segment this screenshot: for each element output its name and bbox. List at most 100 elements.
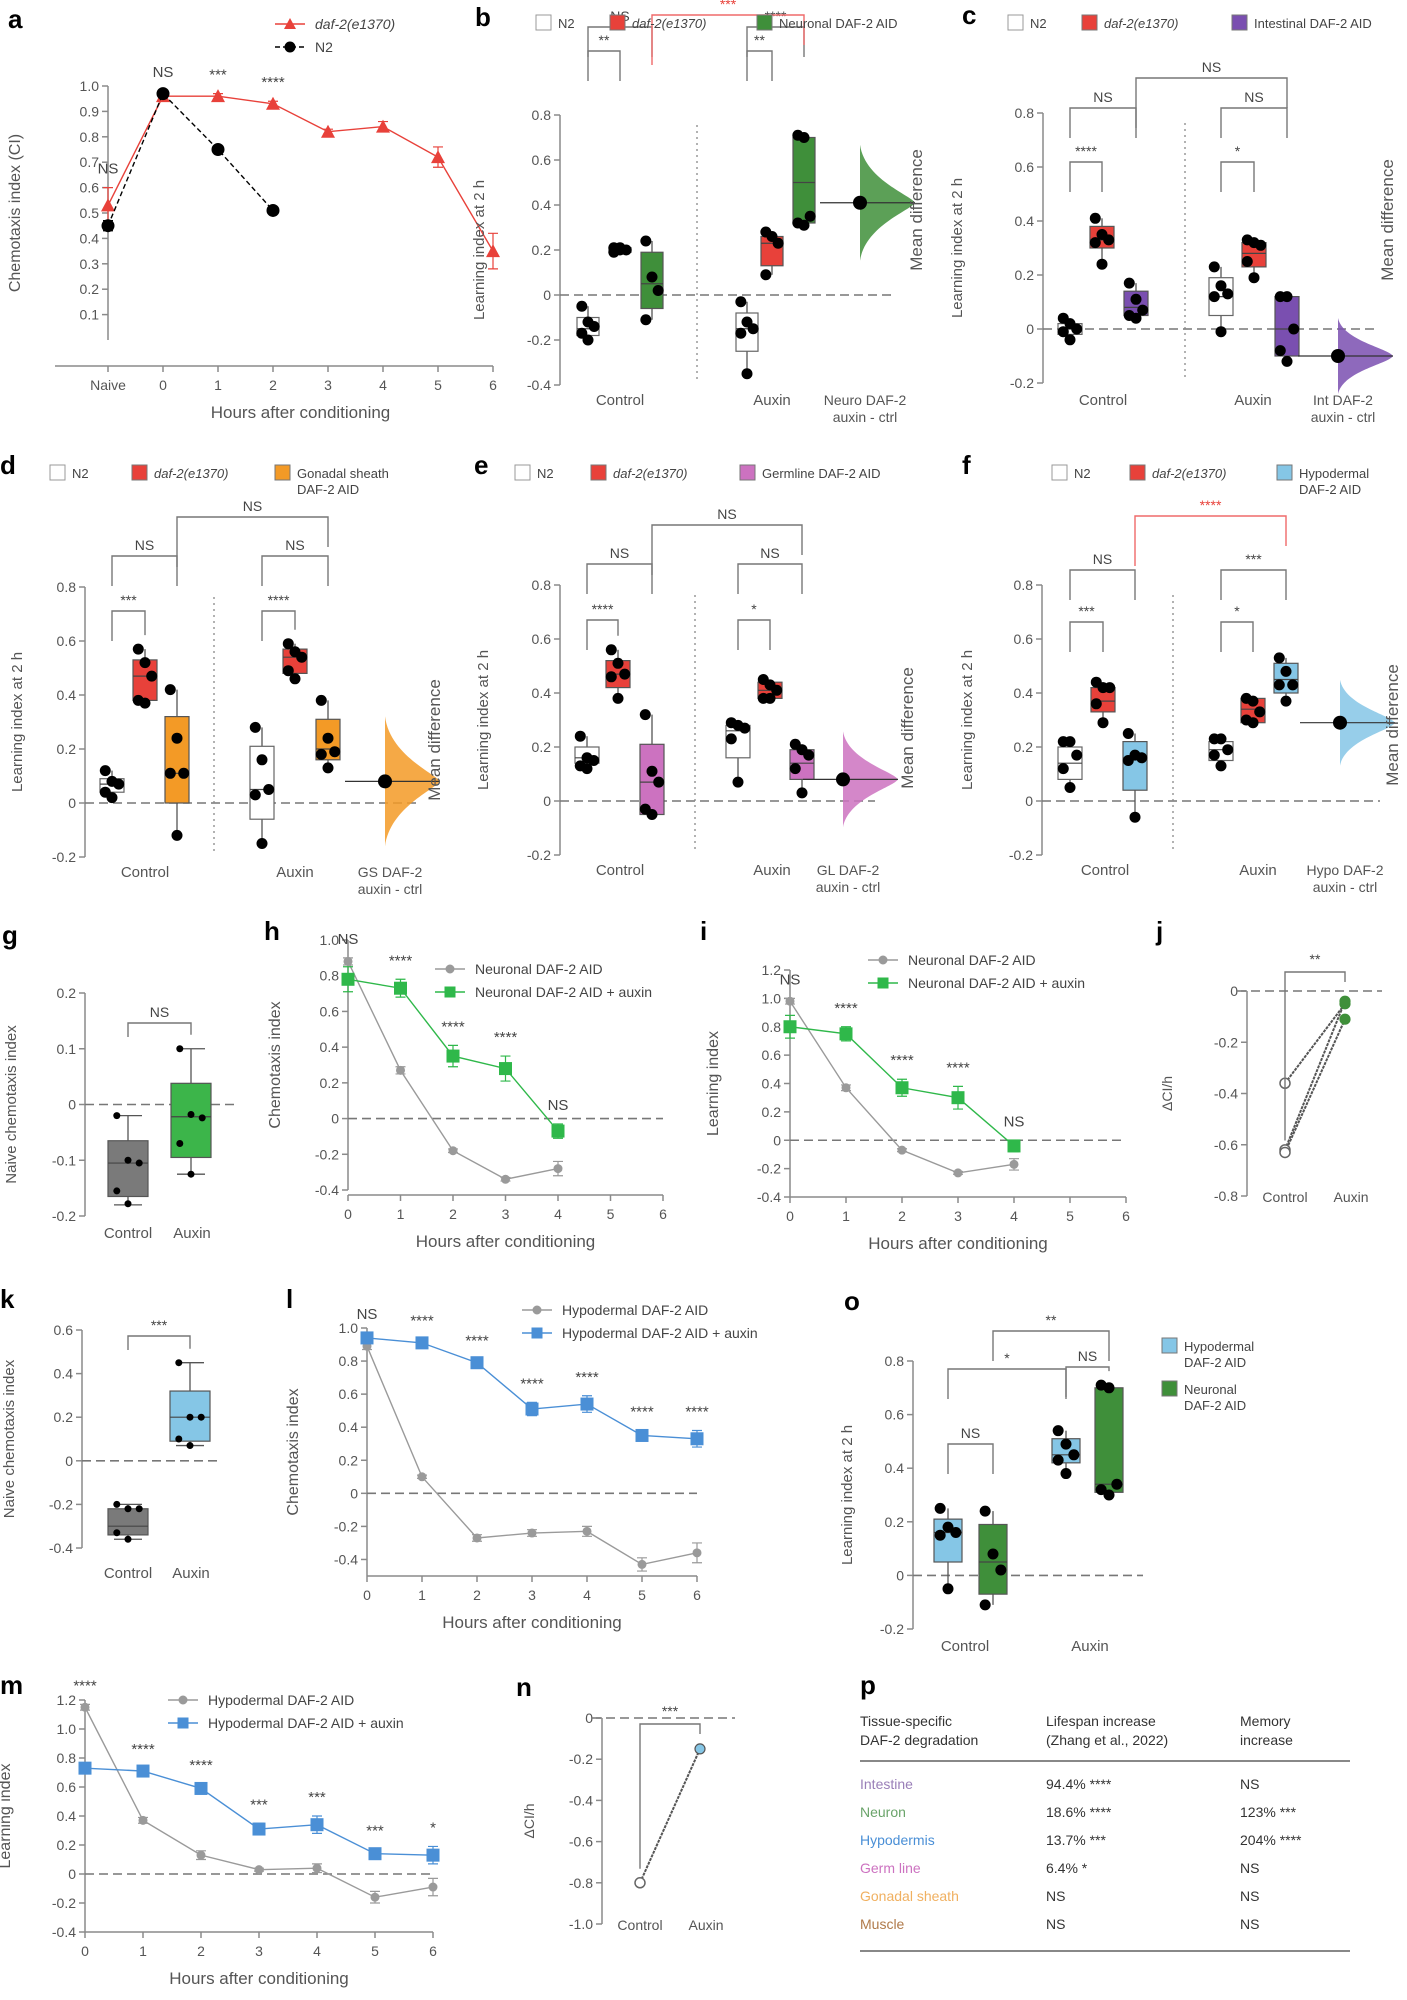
mean-difference-label: auxin - ctrl <box>358 881 423 897</box>
x-tick-label: 3 <box>255 1943 263 1959</box>
data-point <box>735 327 747 339</box>
group-label: Auxin <box>1071 1638 1109 1655</box>
y-tick-label: -0.2 <box>527 847 551 863</box>
data-point <box>839 1027 853 1041</box>
mean-difference-point <box>1331 349 1345 363</box>
data-point <box>934 1529 946 1541</box>
legend-label: DAF-2 AID <box>1299 482 1361 497</box>
data-point <box>580 1397 594 1411</box>
data-point <box>187 1170 195 1178</box>
legend-label: Gonadal sheath <box>297 466 389 481</box>
x-axis-label: Hours after conditioning <box>868 1234 1048 1253</box>
x-tick-label: 5 <box>371 1943 379 1959</box>
data-point <box>1254 706 1266 718</box>
box-2 <box>1122 741 1148 791</box>
memory-cell: NS <box>1240 1776 1260 1792</box>
legend-swatch <box>131 464 148 481</box>
group-label: Auxin <box>276 864 314 881</box>
group-label: Auxin <box>1234 392 1272 409</box>
lifespan-cell: 6.4% * <box>1046 1860 1088 1876</box>
significance-bracket <box>127 1335 191 1350</box>
significance-annotation: NS <box>357 1306 378 1323</box>
significance-bracket <box>1220 621 1254 652</box>
y-tick-label: 0.3 <box>80 256 100 272</box>
group-label: Control <box>596 862 644 879</box>
legend-label: Hypodermal <box>1184 1339 1254 1354</box>
legend-label: N2 <box>1074 466 1091 481</box>
y-tick-label: 0 <box>65 1453 73 1469</box>
panel-label-l: l <box>286 1284 294 1314</box>
data-point <box>310 1818 324 1832</box>
significance-bracket <box>992 1330 1110 1361</box>
box-5 <box>792 136 816 224</box>
significance-label: *** <box>662 1703 679 1719</box>
table-row: Muscle NS NS <box>860 1910 1350 1938</box>
data-point <box>771 684 783 696</box>
chart-o: -0.2 0 0.2 0.4 0.6 0.8 Learning index at 2 h Co… <box>839 1312 1254 1655</box>
y-tick-label: 0.2 <box>80 281 100 297</box>
significance-bracket <box>111 610 146 641</box>
significance-bracket <box>651 524 803 575</box>
legend-marker <box>445 964 455 974</box>
y-tick-label: 0.1 <box>57 1041 77 1057</box>
significance-annotation: NS <box>98 161 119 178</box>
data-point <box>176 1140 184 1148</box>
y-axis-label: Learning index at 2 h <box>839 1425 856 1565</box>
y-tick-label: -0.2 <box>1214 1034 1238 1050</box>
data-point <box>136 1764 150 1778</box>
significance-label: NS <box>150 1004 169 1020</box>
y-tick-label: 0.8 <box>339 1353 359 1369</box>
data-point <box>640 314 652 326</box>
x-tick-label: Naive <box>90 377 126 393</box>
group-label: Control <box>104 1565 152 1582</box>
data-point <box>198 1114 206 1122</box>
x-tick-label: 6 <box>659 1206 667 1222</box>
data-point <box>256 754 268 766</box>
data-point <box>80 1702 90 1712</box>
data-point <box>329 746 341 758</box>
data-point <box>178 767 190 779</box>
y-tick-label: 0.8 <box>320 968 340 984</box>
data-point <box>176 1045 184 1053</box>
panel-label-b: b <box>475 2 491 32</box>
data-point <box>574 730 586 742</box>
legend-label: daf-2(e1370) <box>154 466 228 481</box>
data-point <box>282 665 294 677</box>
category-label: Auxin <box>1333 1189 1368 1205</box>
data-point <box>1208 261 1220 273</box>
legend-label: daf-2(e1370) <box>632 16 706 31</box>
mean-difference-label: auxin - ctrl <box>833 409 898 425</box>
data-point <box>1060 1468 1072 1480</box>
significance-label: NS <box>243 498 262 514</box>
data-point <box>256 838 268 849</box>
legend-label: Neuronal DAF-2 AID <box>908 952 1036 968</box>
data-point <box>289 673 301 685</box>
data-point <box>1215 280 1227 292</box>
y-tick-label: 0.6 <box>57 1779 77 1795</box>
lifespan-memory-table: Tissue-specific DAF-2 degradation Lifespa… <box>860 1712 1350 1952</box>
data-point <box>428 1882 438 1892</box>
y-tick-label: 0.2 <box>54 1409 74 1425</box>
data-point <box>101 198 115 212</box>
auxin-point <box>1339 995 1351 1007</box>
legend-label: N2 <box>72 466 89 481</box>
y-tick-label: 0.2 <box>532 242 552 258</box>
x-tick-label: 4 <box>1010 1208 1018 1224</box>
panel-label-i: i <box>700 916 708 946</box>
data-point <box>252 1822 266 1836</box>
data-point <box>164 767 176 779</box>
panel-label-e: e <box>474 450 489 480</box>
column-header-line: Tissue-specific <box>860 1713 953 1729</box>
legend-label: daf-2(e1370) <box>315 16 395 32</box>
memory-cell: NS <box>1240 1888 1260 1904</box>
y-tick-label: -0.2 <box>52 1895 76 1911</box>
y-tick-label: -0.2 <box>334 1518 358 1534</box>
panel-c: c -0.2 0 0.2 0.4 0.6 0.8 Learning index at 2 h… <box>940 0 1407 440</box>
y-tick-label: -0.4 <box>1214 1086 1238 1102</box>
data-point <box>653 776 665 788</box>
data-point <box>1273 652 1285 664</box>
significance-annotation: **** <box>441 1018 465 1035</box>
panel-label-g: g <box>2 920 18 950</box>
legend-label: Intestinal DAF-2 AID <box>1254 16 1372 31</box>
data-point <box>368 1847 382 1861</box>
